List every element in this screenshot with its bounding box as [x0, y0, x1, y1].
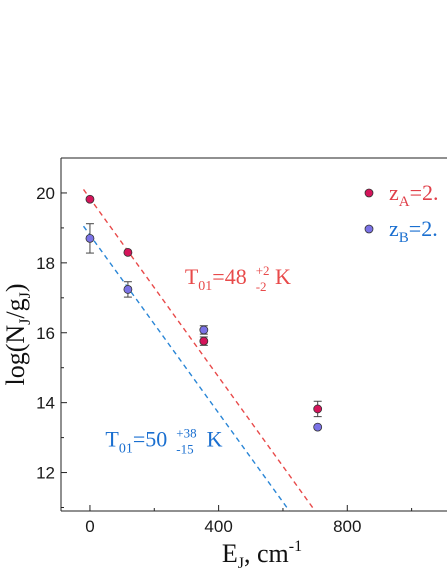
fit-line-1	[82, 189, 316, 511]
y-tick-label: 12	[36, 464, 55, 483]
x-tick-label: 0	[85, 517, 94, 536]
svg-text:T01=48: T01=48	[185, 264, 247, 294]
fit-lines	[82, 189, 316, 511]
y-tick-label: 16	[36, 324, 55, 343]
svg-text:-15: -15	[176, 441, 193, 456]
legend: zA=2. zB=2.	[364, 180, 439, 246]
data-point	[123, 247, 133, 257]
legend-label: zB=2.	[389, 216, 438, 246]
data-points	[85, 194, 323, 432]
legend-marker	[364, 188, 374, 198]
y-axis-title: log(NJ/gJ)	[1, 283, 34, 385]
svg-text:T01=50: T01=50	[105, 426, 167, 456]
data-point	[199, 325, 209, 335]
x-axis-title: EJ, cm-1	[222, 538, 302, 572]
annotations: T01=48 +2-2 K T01=50 +38-15 K	[105, 263, 291, 457]
data-point	[313, 404, 323, 414]
x-tick-label: 800	[333, 517, 361, 536]
fit-line-2	[82, 225, 290, 511]
data-point	[123, 285, 133, 294]
x-tick-label: 400	[204, 517, 232, 536]
svg-text:K: K	[275, 264, 291, 289]
svg-text:-2: -2	[256, 279, 267, 294]
temperature-annotation-2: T01=50 +38-15 K	[105, 425, 222, 456]
data-point	[313, 422, 323, 432]
data-point	[85, 233, 95, 243]
svg-text:+38: +38	[176, 425, 196, 440]
data-point	[85, 194, 95, 204]
legend-label: zA=2.	[389, 180, 439, 210]
svg-text:+2: +2	[256, 263, 270, 278]
error-bars	[85, 223, 322, 418]
data-point	[199, 336, 209, 346]
axis-ticks: 0 400 800 12 14 16 18 20	[36, 157, 413, 536]
temperature-annotation-1: T01=48 +2-2 K	[185, 263, 291, 294]
plot-frame	[60, 157, 447, 512]
y-tick-label: 20	[36, 184, 55, 203]
svg-text:K: K	[207, 426, 223, 451]
legend-marker	[364, 224, 374, 234]
y-tick-label: 18	[36, 254, 55, 273]
y-tick-label: 14	[36, 394, 55, 413]
